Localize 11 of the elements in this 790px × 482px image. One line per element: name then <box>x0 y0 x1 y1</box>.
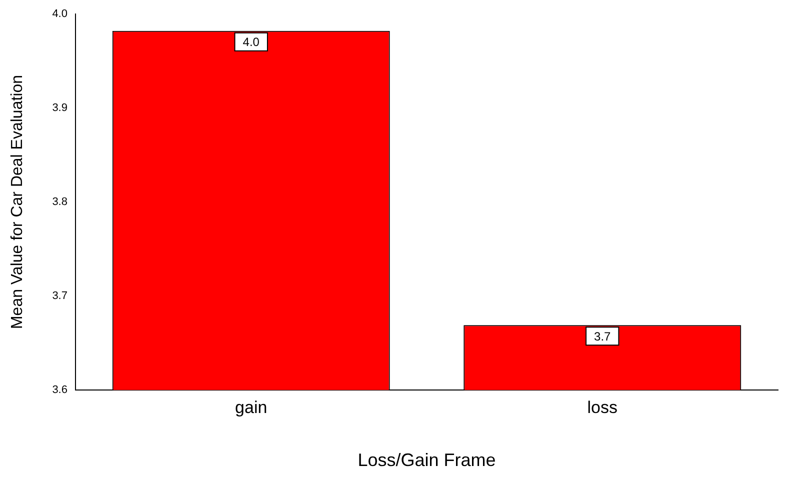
y-tick-label: 4.0 <box>52 8 68 20</box>
data-label: 4.0 <box>242 35 260 50</box>
y-axis-title: Mean Value for Car Deal Evaluation <box>9 74 26 330</box>
x-tick-label: gain <box>235 398 268 417</box>
x-tick-label: loss <box>587 398 618 417</box>
y-tick-label: 3.8 <box>52 196 68 208</box>
y-tick-label: 3.6 <box>52 384 68 396</box>
y-tick-label: 3.7 <box>52 290 68 302</box>
y-tick-label: 3.9 <box>52 102 68 114</box>
data-label: 3.7 <box>594 329 612 344</box>
x-axis-title: Loss/Gain Frame <box>358 450 496 470</box>
